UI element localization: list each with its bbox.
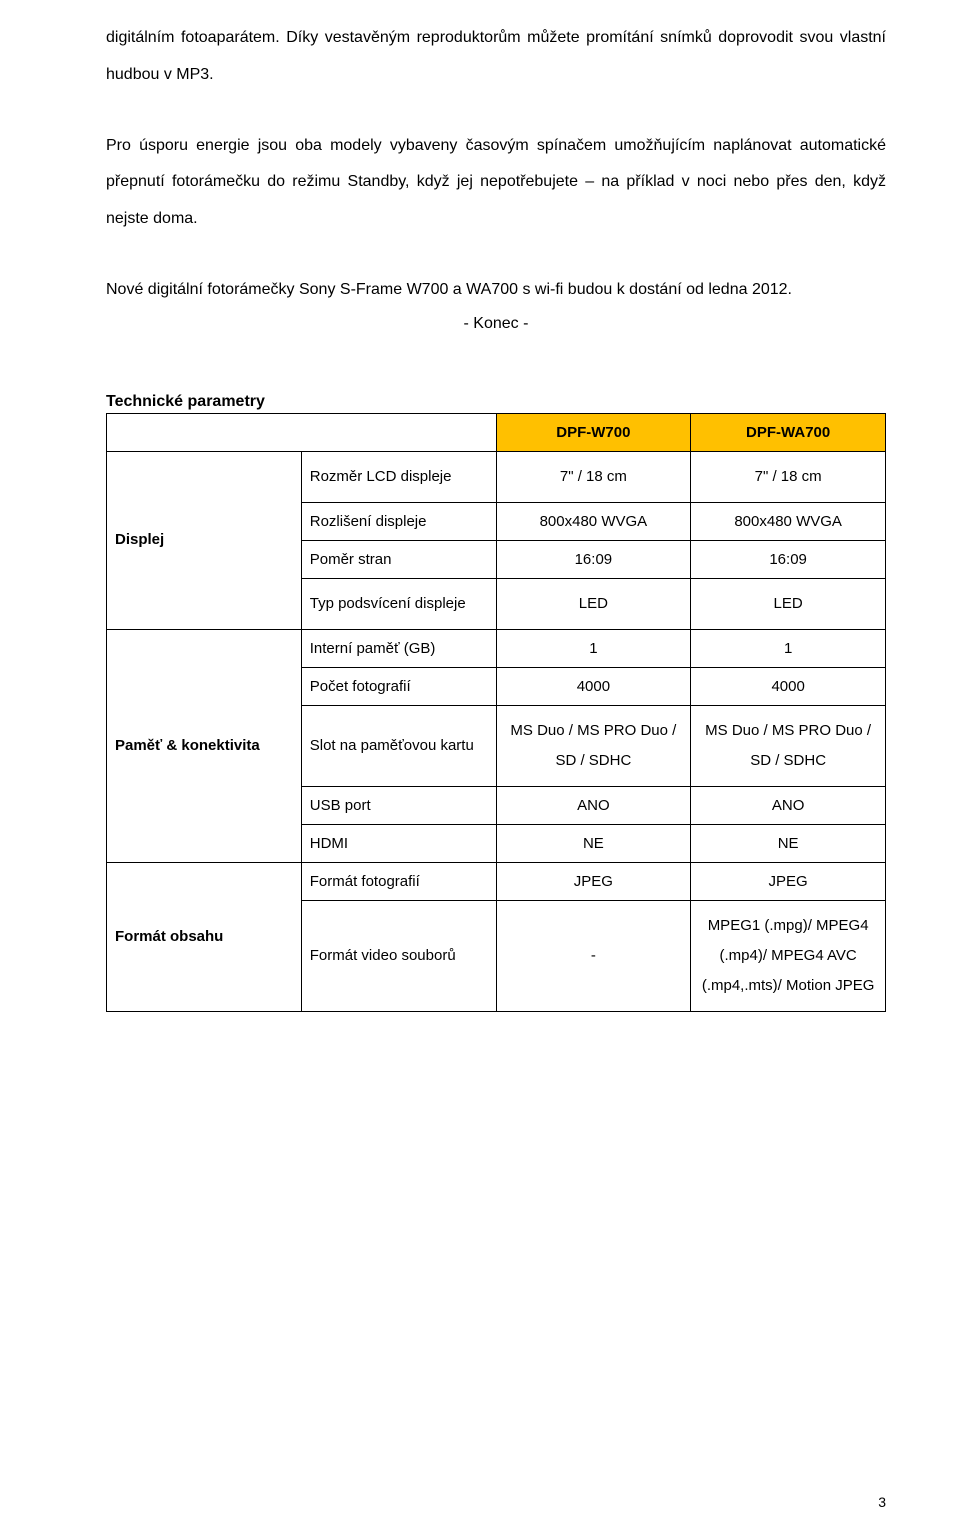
table-cell: 4000 bbox=[691, 667, 886, 705]
table-header-model: DPF-W700 bbox=[496, 413, 691, 451]
table-row-label: Slot na paměťovou kartu bbox=[301, 705, 496, 786]
table-row-label: Rozměr LCD displeje bbox=[301, 451, 496, 502]
paragraph-2: Pro úsporu energie jsou oba modely vybav… bbox=[106, 128, 886, 238]
table-cell: 1 bbox=[496, 629, 691, 667]
paragraph-3: Nové digitální fotorámečky Sony S-Frame … bbox=[106, 272, 886, 309]
table-cell: NE bbox=[496, 824, 691, 862]
table-category: Paměť & konektivita bbox=[107, 629, 302, 862]
table-cell: JPEG bbox=[691, 862, 886, 900]
table-category: Formát obsahu bbox=[107, 862, 302, 1011]
technical-parameters-heading: Technické parametry bbox=[106, 393, 886, 411]
end-marker: - Konec - bbox=[106, 315, 886, 333]
table-row-label: Počet fotografií bbox=[301, 667, 496, 705]
table-cell: 7" / 18 cm bbox=[496, 451, 691, 502]
table-row-label: Interní paměť (GB) bbox=[301, 629, 496, 667]
table-cell: ANO bbox=[496, 786, 691, 824]
table-cell: MS Duo / MS PRO Duo / SD / SDHC bbox=[691, 705, 886, 786]
table-cell: 7" / 18 cm bbox=[691, 451, 886, 502]
table-cell: 800x480 WVGA bbox=[691, 502, 886, 540]
table-row-label: HDMI bbox=[301, 824, 496, 862]
table-row-label: Rozlišení displeje bbox=[301, 502, 496, 540]
table-cell: NE bbox=[691, 824, 886, 862]
table-row-label: Formát video souborů bbox=[301, 900, 496, 1011]
table-cell: 4000 bbox=[496, 667, 691, 705]
table-cell: LED bbox=[496, 578, 691, 629]
table-cell: JPEG bbox=[496, 862, 691, 900]
table-cell: 1 bbox=[691, 629, 886, 667]
table-cell: 800x480 WVGA bbox=[496, 502, 691, 540]
page-number: 3 bbox=[878, 1494, 886, 1510]
table-cell: 16:09 bbox=[496, 540, 691, 578]
table-cell: - bbox=[496, 900, 691, 1011]
table-row-label: Typ podsvícení displeje bbox=[301, 578, 496, 629]
table-row-label: Poměr stran bbox=[301, 540, 496, 578]
table-header-model: DPF-WA700 bbox=[691, 413, 886, 451]
specs-table: DPF-W700DPF-WA700 DisplejRozměr LCD displ… bbox=[106, 413, 886, 1012]
table-cell: LED bbox=[691, 578, 886, 629]
table-cell: MPEG1 (.mpg)/ MPEG4 (.mp4)/ MPEG4 AVC (.… bbox=[691, 900, 886, 1011]
table-row-label: Formát fotografií bbox=[301, 862, 496, 900]
paragraph-1: digitálním fotoaparátem. Díky vestavěným… bbox=[106, 20, 886, 94]
document-page: digitálním fotoaparátem. Díky vestavěným… bbox=[0, 0, 960, 1526]
table-header-empty bbox=[107, 413, 497, 451]
table-row-label: USB port bbox=[301, 786, 496, 824]
table-cell: MS Duo / MS PRO Duo / SD / SDHC bbox=[496, 705, 691, 786]
table-category: Displej bbox=[107, 451, 302, 629]
table-cell: 16:09 bbox=[691, 540, 886, 578]
table-cell: ANO bbox=[691, 786, 886, 824]
